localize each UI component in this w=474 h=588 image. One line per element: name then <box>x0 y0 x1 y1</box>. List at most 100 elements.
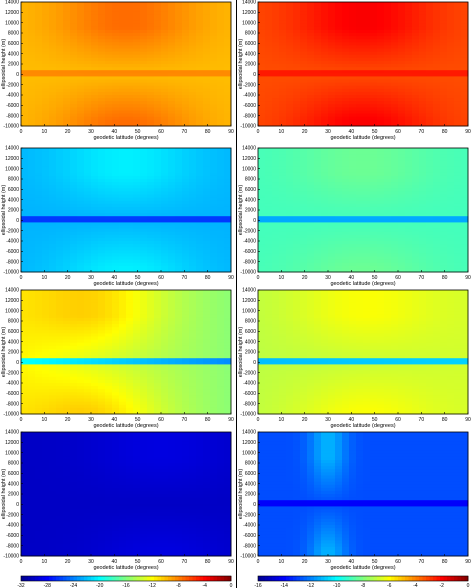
heatmap-cell <box>391 82 399 87</box>
heatmap-cell <box>440 57 448 62</box>
heatmap-cell <box>349 250 357 254</box>
heatmap-cell <box>384 253 392 257</box>
heatmap-cell <box>398 210 406 214</box>
y-tick-label: 10000 <box>242 20 256 26</box>
heatmap-cell <box>286 91 294 96</box>
heatmap-cell <box>412 36 420 40</box>
heatmap-cell <box>342 26 350 31</box>
heatmap-cell <box>426 85 434 90</box>
heatmap-cell <box>314 29 322 34</box>
heatmap-cell <box>356 122 364 127</box>
heatmap-cell <box>154 107 162 111</box>
heatmap-cell <box>272 11 280 15</box>
heatmap-cell <box>168 48 176 53</box>
heatmap-cell <box>342 101 350 105</box>
heatmap-cell <box>112 107 120 111</box>
heatmap-cell <box>258 5 266 9</box>
heatmap-cell <box>370 88 378 93</box>
heatmap-cell <box>210 76 218 80</box>
heatmap-cell <box>398 182 406 186</box>
y-tick-label: 0 <box>16 218 19 224</box>
heatmap-cell <box>321 51 329 56</box>
heatmap-cell <box>217 169 225 174</box>
heatmap-cell <box>217 11 225 15</box>
heatmap-cell <box>398 8 406 12</box>
heatmap-cell <box>189 197 197 202</box>
heatmap-cell <box>447 185 455 189</box>
heatmap-cell <box>49 39 57 43</box>
heatmap-cell <box>461 39 469 43</box>
heatmap-cell <box>189 222 197 226</box>
heatmap-cell <box>21 157 29 161</box>
heatmap-cell <box>272 253 280 257</box>
heatmap-cell <box>440 151 448 155</box>
heatmap-cell <box>77 8 85 12</box>
heatmap-cell <box>398 160 406 164</box>
heatmap-cell <box>391 104 399 108</box>
heatmap-cell <box>440 122 448 127</box>
heatmap-cell <box>433 76 441 80</box>
heatmap-cell <box>398 91 406 96</box>
heatmap-cell <box>426 73 434 77</box>
heatmap-cell <box>398 39 406 43</box>
heatmap-cell <box>210 119 218 124</box>
heatmap-cell <box>84 250 92 254</box>
heatmap-cell <box>335 175 343 180</box>
heatmap-cell <box>98 200 106 205</box>
heatmap-cell <box>363 82 371 87</box>
heatmap-cell <box>328 265 336 270</box>
heatmap-cell <box>412 256 420 261</box>
heatmap-cell <box>272 169 280 174</box>
heatmap-cell <box>70 26 78 31</box>
heatmap-cell <box>461 172 469 177</box>
heatmap-cell <box>84 231 92 236</box>
heatmap-cell <box>28 213 36 217</box>
heatmap-cell <box>161 73 169 77</box>
heatmap-cell <box>21 70 29 74</box>
heatmap-cell <box>433 42 441 46</box>
heatmap-cell <box>161 157 169 161</box>
heatmap-cell <box>189 14 197 18</box>
heatmap-cell <box>349 57 357 62</box>
heatmap-cell <box>56 244 64 248</box>
heatmap-cell <box>91 91 99 96</box>
heatmap-cell <box>70 67 78 71</box>
heatmap-cell <box>461 76 469 80</box>
heatmap-cell <box>419 216 427 220</box>
heatmap-cell <box>440 39 448 43</box>
heatmap-cell <box>126 175 134 180</box>
heatmap-cell <box>196 256 204 261</box>
heatmap-cell <box>300 26 308 31</box>
heatmap-cell <box>300 45 308 49</box>
heatmap-cell <box>419 268 427 273</box>
heatmap-cell <box>56 250 64 254</box>
heatmap-cell <box>398 262 406 267</box>
heatmap-cell <box>119 23 127 28</box>
heatmap-cell <box>391 265 399 270</box>
heatmap-cell <box>56 194 64 199</box>
heatmap-cell <box>363 169 371 174</box>
heatmap-cell <box>419 256 427 261</box>
heatmap-cell <box>272 188 280 192</box>
heatmap-cell <box>133 244 141 248</box>
heatmap-cell <box>286 154 294 158</box>
heatmap-cell <box>307 48 315 53</box>
heatmap-cell <box>349 253 357 257</box>
heatmap-cell <box>84 91 92 96</box>
heatmap-cell <box>56 200 64 205</box>
heatmap-cell <box>328 234 336 239</box>
heatmap-cell <box>28 20 36 25</box>
heatmap-cell <box>224 175 232 180</box>
heatmap-cells <box>258 2 469 127</box>
heatmap-cell <box>321 39 329 43</box>
heatmap-cell <box>224 88 232 93</box>
heatmap-cell <box>412 206 420 211</box>
heatmap-cell <box>21 194 29 199</box>
heatmap-cell <box>349 107 357 111</box>
heatmap-cell <box>133 228 141 233</box>
heatmap-cell <box>56 23 64 28</box>
heatmap-cell <box>447 14 455 18</box>
heatmap-cell <box>433 151 441 155</box>
heatmap-cell <box>119 213 127 217</box>
heatmap-cell <box>91 104 99 108</box>
